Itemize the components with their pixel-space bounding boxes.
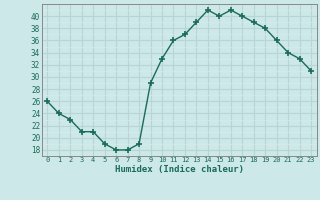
X-axis label: Humidex (Indice chaleur): Humidex (Indice chaleur) (115, 165, 244, 174)
